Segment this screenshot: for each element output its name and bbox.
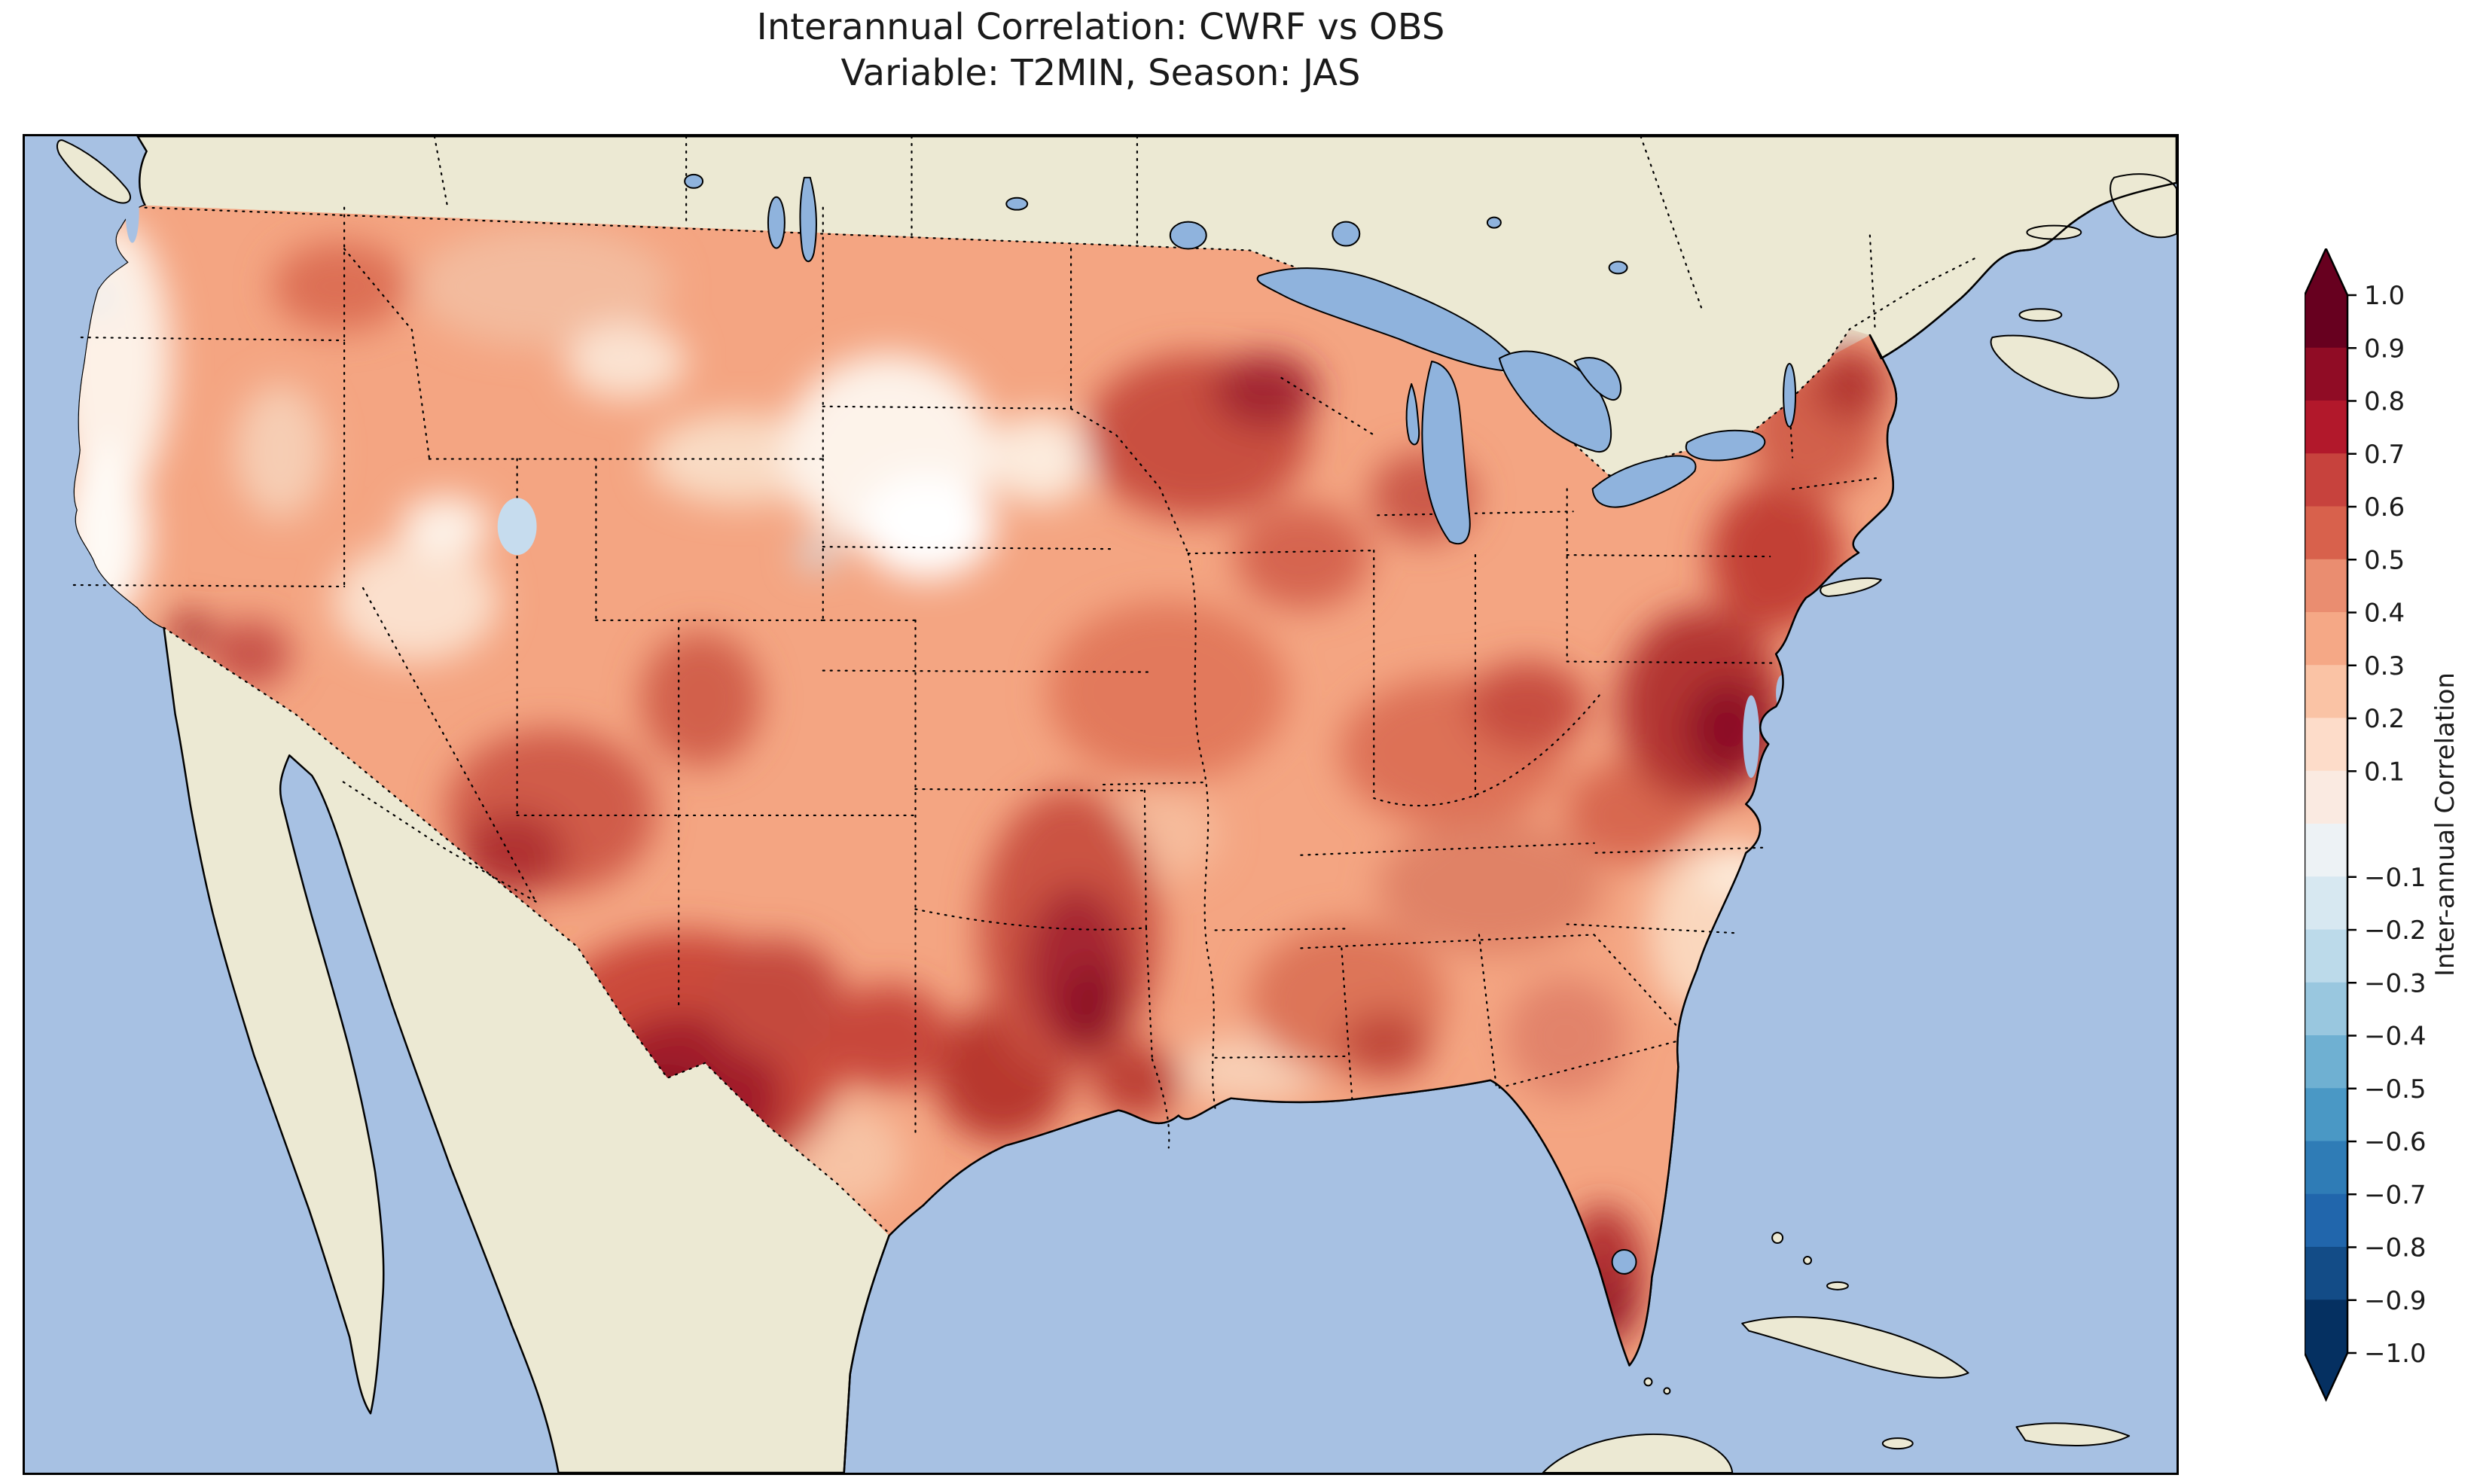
colorbar-band	[2305, 876, 2347, 931]
colorbar-tick-label: 0.8	[2364, 387, 2405, 417]
great-lakes	[1256, 267, 1766, 545]
colorbar-band	[2305, 718, 2347, 772]
title-block: Interannual Correlation: CWRF vs OBS Var…	[23, 5, 2179, 96]
colorbar-tick-label: −0.9	[2364, 1286, 2427, 1316]
colorbar-over-arrow	[2305, 248, 2347, 295]
colorbar-band	[2305, 559, 2347, 613]
chart-subtitle: Variable: T2MIN, Season: JAS	[840, 52, 1361, 94]
islands	[56, 139, 2177, 1473]
colorbar-tick-label: 0.7	[2364, 440, 2405, 470]
colorbar-band	[2305, 294, 2347, 349]
colorbar-tick-label: 0.9	[2364, 334, 2405, 364]
colorbar-tick-label: −0.5	[2364, 1074, 2427, 1105]
colorbar-tick-label: −0.1	[2364, 863, 2427, 893]
map-panel	[23, 134, 2179, 1475]
colorbar-band	[2305, 770, 2347, 824]
correlation-map	[25, 136, 2177, 1473]
colorbar-band	[2305, 824, 2347, 878]
colorbar-band	[2305, 347, 2347, 401]
colorbar-tick-label: −0.6	[2364, 1127, 2427, 1157]
country-borders	[144, 206, 1980, 1235]
chart-title: Interannual Correlation: CWRF vs OBS	[756, 6, 1445, 48]
colorbar-band	[2305, 1141, 2347, 1195]
colorbar-band	[2305, 453, 2347, 507]
colorbar-tick-label: −0.2	[2364, 916, 2427, 946]
colorbar-tick-label: −0.7	[2364, 1180, 2427, 1210]
colorbar-band	[2305, 1035, 2347, 1089]
correlation-blobs	[74, 218, 1889, 1348]
coastline-overlay	[137, 136, 2177, 1473]
colorbar-tick-label: 0.5	[2364, 545, 2405, 575]
colorbar-tick-label: 1.0	[2364, 281, 2405, 311]
colorbar-band	[2305, 612, 2347, 666]
colorbar-tick-label: 0.4	[2364, 599, 2405, 629]
colorbar-band	[2305, 982, 2347, 1036]
colorbar-tick-label: 0.3	[2364, 651, 2405, 681]
colorbar-band	[2305, 665, 2347, 719]
colorbar-tick-label: 0.2	[2364, 704, 2405, 734]
colorbar: 1.0 0.9 0.8 0.7 0.6 0.5 0.4 0.3 0.2 0.1 −0.1 −0.2 −0…	[2305, 248, 2427, 1402]
colorbar-band	[2305, 401, 2347, 455]
colorbar-tick-label: −0.4	[2364, 1022, 2427, 1052]
colorbar-band	[2305, 506, 2347, 560]
colorbar-under-arrow	[2305, 1353, 2347, 1400]
colorbar-tick-label: −1.0	[2364, 1339, 2427, 1369]
colorbar-band	[2305, 929, 2347, 983]
colorbar-axis-label: Inter-annual Correlation	[2430, 672, 2461, 977]
colorbar-band	[2305, 1300, 2347, 1354]
colorbar-band	[2305, 1088, 2347, 1142]
colorbar-tick-label: 0.1	[2364, 757, 2405, 787]
colorbar-tick-label: −0.8	[2364, 1233, 2427, 1263]
colorbar-band	[2305, 1247, 2347, 1301]
colorbar-band	[2305, 1193, 2347, 1248]
colorbar-tick-label: −0.3	[2364, 968, 2427, 998]
colorbar-tick-label: 0.6	[2364, 492, 2405, 523]
